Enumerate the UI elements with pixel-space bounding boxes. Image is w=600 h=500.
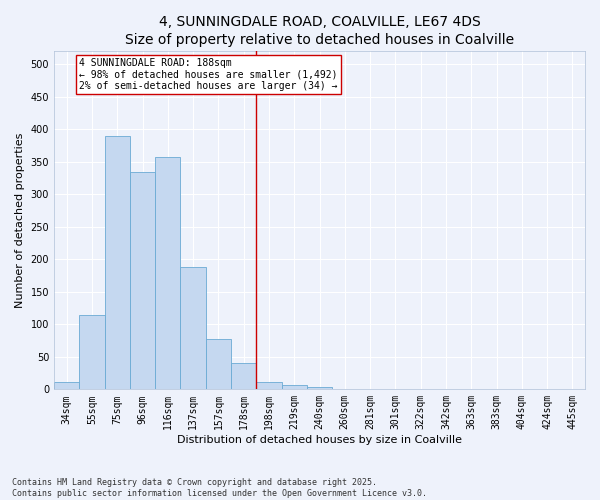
Bar bbox=[130, 172, 155, 390]
Text: 4 SUNNINGDALE ROAD: 188sqm
← 98% of detached houses are smaller (1,492)
2% of se: 4 SUNNINGDALE ROAD: 188sqm ← 98% of deta… bbox=[79, 58, 338, 91]
Title: 4, SUNNINGDALE ROAD, COALVILLE, LE67 4DS
Size of property relative to detached h: 4, SUNNINGDALE ROAD, COALVILLE, LE67 4DS… bbox=[125, 15, 514, 48]
Bar bbox=[307, 386, 332, 390]
Bar bbox=[181, 267, 206, 390]
Bar bbox=[79, 314, 104, 390]
Bar bbox=[104, 136, 130, 390]
Text: Contains HM Land Registry data © Crown copyright and database right 2025.
Contai: Contains HM Land Registry data © Crown c… bbox=[12, 478, 427, 498]
Bar bbox=[281, 385, 307, 390]
Bar bbox=[256, 382, 281, 390]
Bar bbox=[206, 338, 231, 390]
Bar bbox=[231, 364, 256, 390]
Bar bbox=[54, 382, 79, 390]
Bar bbox=[433, 388, 458, 390]
Bar bbox=[155, 156, 181, 390]
Y-axis label: Number of detached properties: Number of detached properties bbox=[15, 132, 25, 308]
X-axis label: Distribution of detached houses by size in Coalville: Distribution of detached houses by size … bbox=[177, 435, 462, 445]
